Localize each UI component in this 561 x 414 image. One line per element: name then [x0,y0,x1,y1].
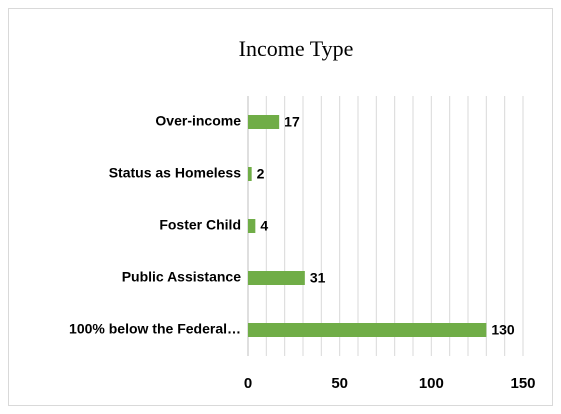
value-label: 17 [284,114,300,130]
value-label: 130 [491,322,515,338]
x-tick-label: 150 [510,375,535,392]
bar [248,115,280,129]
y-tick-label: Public Assistance [122,269,242,285]
y-tick-label: Over-income [155,113,241,129]
chart-border [8,8,553,406]
bar [248,219,256,233]
bar [248,323,487,337]
value-label: 31 [310,270,326,286]
value-label: 2 [257,166,265,182]
y-tick-label: 100% below the Federal… [69,321,241,337]
x-tick-label: 100 [419,375,444,392]
bar [248,167,252,181]
x-tick-label: 50 [331,375,348,392]
y-tick-label: Foster Child [159,217,241,233]
x-tick-label: 0 [244,375,252,392]
value-label: 4 [260,218,268,234]
y-tick-label: Status as Homeless [109,165,241,181]
bar [248,271,305,285]
chart-title: Income Type [239,36,354,61]
